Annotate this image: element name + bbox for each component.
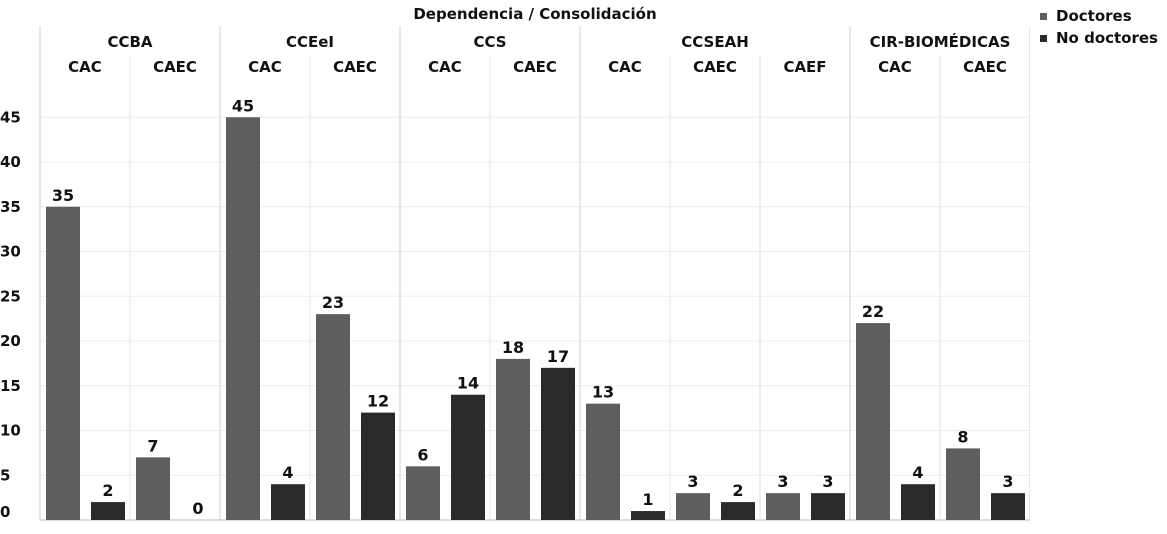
subgroup-header-ccseah-caef: CAEF: [783, 58, 826, 76]
y-tick-label-40: 40: [0, 153, 21, 171]
legend: Doctores No doctores: [1040, 5, 1158, 49]
data-label-cceei-caec-doctores: 23: [322, 293, 344, 312]
legend-swatch-doctores: [1040, 12, 1047, 20]
bar-ccseah-caec-doctores: [676, 493, 710, 520]
bar-cceei-cac-doctores: [226, 117, 260, 520]
data-label-ccseah-caec-doctores: 3: [687, 472, 698, 491]
data-label-ccba-cac-doctores: 35: [52, 186, 74, 205]
panel-dividers: [39, 26, 1030, 520]
subgroup-header-cir-biomedicas-caec: CAEC: [963, 58, 1007, 76]
y-axis: 0 5 10 15 20 25 30 35 40 45: [0, 108, 21, 521]
y-tick-label-25: 25: [0, 287, 21, 305]
chart-title: Dependencia / Consolidación: [413, 5, 656, 23]
bar-cir-biomedicas-cac-no-doctores: [901, 484, 935, 520]
y-tick-label-35: 35: [0, 198, 21, 216]
bar-ccseah-cac-no-doctores: [631, 511, 665, 520]
data-label-ccseah-caef-no-doctores: 3: [822, 472, 833, 491]
group-header-cceei: CCEeI: [286, 33, 334, 51]
data-label-ccs-cac-doctores: 6: [417, 445, 428, 464]
y-tick-label-0: 0: [0, 503, 10, 521]
data-label-ccba-cac-no-doctores: 2: [102, 481, 113, 500]
group-header-ccba: CCBA: [107, 33, 152, 51]
legend-swatch-no-doctores: [1040, 34, 1047, 42]
subgroup-header-ccseah-caec: CAEC: [693, 58, 737, 76]
data-label-ccs-caec-doctores: 18: [502, 338, 524, 357]
data-label-cir-biomedicas-caec-no-doctores: 3: [1002, 472, 1013, 491]
bar-ccba-caec-doctores: [136, 457, 170, 520]
legend-item-no-doctores: No doctores: [1040, 27, 1158, 49]
data-label-ccba-caec-doctores: 7: [147, 436, 158, 455]
data-label-ccba-caec-no-doctores: 0: [192, 499, 203, 518]
data-label-cceei-cac-no-doctores: 4: [282, 463, 293, 482]
bar-ccs-cac-doctores: [406, 466, 440, 520]
bar-cceei-caec-doctores: [316, 314, 350, 520]
bar-ccba-cac-doctores: [46, 206, 80, 520]
y-tick-label-5: 5: [0, 466, 10, 484]
legend-label-no-doctores: No doctores: [1056, 29, 1158, 47]
subgroup-header-ccs-cac: CAC: [428, 58, 462, 76]
bar-ccseah-cac-doctores: [586, 403, 620, 520]
bar-cir-biomedicas-caec-no-doctores: [991, 493, 1025, 520]
bar-cir-biomedicas-caec-doctores: [946, 448, 980, 520]
data-label-ccseah-caec-no-doctores: 2: [732, 481, 743, 500]
data-label-ccseah-cac-doctores: 13: [592, 383, 614, 402]
data-label-cceei-caec-no-doctores: 12: [367, 392, 389, 411]
data-label-cir-biomedicas-caec-doctores: 8: [957, 427, 968, 446]
subgroup-header-ccba-caec: CAEC: [153, 58, 197, 76]
data-label-ccs-cac-no-doctores: 14: [457, 374, 479, 393]
y-tick-label-20: 20: [0, 332, 21, 350]
y-tick-label-30: 30: [0, 243, 21, 261]
group-header-cir-biomedicas: CIR-BIOMÉDICAS: [870, 32, 1011, 51]
bar-cir-biomedicas-cac-doctores: [856, 323, 890, 520]
legend-label-doctores: Doctores: [1056, 7, 1132, 25]
subgroup-header-cceei-cac: CAC: [248, 58, 282, 76]
data-label-ccseah-cac-no-doctores: 1: [642, 490, 653, 509]
subgroup-header-ccba-cac: CAC: [68, 58, 102, 76]
bar-cceei-caec-no-doctores: [361, 412, 395, 520]
bar-ccseah-caef-doctores: [766, 493, 800, 520]
bar-ccs-caec-no-doctores: [541, 367, 575, 520]
y-tick-label-45: 45: [0, 108, 21, 126]
group-header-ccseah: CCSEAH: [681, 33, 749, 51]
group-header-ccs: CCS: [473, 33, 506, 51]
bar-ccseah-caec-no-doctores: [721, 502, 755, 520]
bar-cceei-cac-no-doctores: [271, 484, 305, 520]
subgroup-header-cir-biomedicas-cac: CAC: [878, 58, 912, 76]
bar-ccba-cac-no-doctores: [91, 502, 125, 520]
data-label-cir-biomedicas-cac-doctores: 22: [862, 302, 884, 321]
legend-item-doctores: Doctores: [1040, 5, 1158, 27]
subgroup-header-ccs-caec: CAEC: [513, 58, 557, 76]
subgroup-header-cceei-caec: CAEC: [333, 58, 377, 76]
bars: [46, 117, 1025, 520]
data-label-cceei-cac-doctores: 45: [232, 96, 254, 115]
subgroup-header-ccseah-cac: CAC: [608, 58, 642, 76]
data-label-ccseah-caef-doctores: 3: [777, 472, 788, 491]
y-tick-label-10: 10: [0, 422, 21, 440]
y-tick-label-15: 15: [0, 377, 21, 395]
bar-chart: Dependencia / Consolidación 051015202530…: [0, 5, 1030, 521]
data-label-ccs-caec-no-doctores: 17: [547, 347, 569, 366]
bar-ccs-caec-doctores: [496, 358, 530, 520]
bar-ccs-cac-no-doctores: [451, 394, 485, 520]
bar-ccseah-caef-no-doctores: [811, 493, 845, 520]
data-label-cir-biomedicas-cac-no-doctores: 4: [912, 463, 923, 482]
